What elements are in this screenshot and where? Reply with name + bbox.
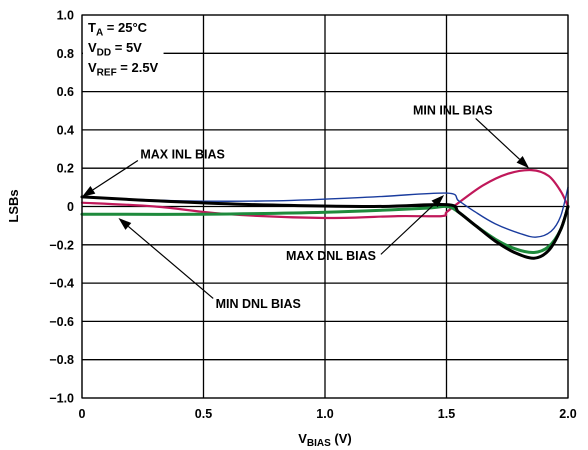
annotations: MIN INL BIAS MAX INL BIAS MAX DNL BIAS MIN … bbox=[82, 104, 530, 311]
arrowhead bbox=[118, 217, 132, 230]
y-tick-label: 0 bbox=[67, 200, 74, 214]
annotation-leader bbox=[475, 117, 521, 160]
plot-frame bbox=[81, 14, 569, 399]
y-tick-label: 0.6 bbox=[57, 85, 74, 99]
y-tick-label: 1.0 bbox=[57, 9, 74, 23]
y-tick-label: 0.8 bbox=[57, 47, 74, 61]
conditions-box bbox=[83, 16, 164, 82]
y-tick-label: −1.0 bbox=[49, 392, 74, 406]
x-tick-label: 1.5 bbox=[438, 407, 455, 421]
x-tick-labels: 0 0.5 1.0 1.5 2.0 bbox=[79, 407, 577, 421]
series-line-max-dnl-bias bbox=[81, 186, 569, 238]
y-tick-label: −0.2 bbox=[49, 238, 74, 252]
series-group bbox=[80, 168, 570, 260]
condition-line: VREF = 2.5V bbox=[88, 60, 159, 79]
annotation-min-inl-bias: MIN INL BIAS bbox=[413, 104, 493, 118]
arrowhead bbox=[82, 186, 96, 197]
y-axis-label: LSBs bbox=[6, 189, 21, 222]
annotation-leader bbox=[127, 225, 214, 299]
x-tick-label: 2.0 bbox=[559, 407, 576, 421]
y-tick-label: 0.2 bbox=[57, 162, 74, 176]
y-tick-label: −0.6 bbox=[49, 315, 74, 329]
x-tick-label: 0 bbox=[79, 407, 86, 421]
annotation-max-dnl-bias: MAX DNL BIAS bbox=[286, 249, 376, 263]
annotation-leader bbox=[92, 160, 139, 191]
condition-line: VDD = 5V bbox=[88, 40, 142, 59]
x-tick-label: 0.5 bbox=[195, 407, 212, 421]
x-axis-label: VBIAS (V) bbox=[298, 431, 352, 449]
series-line-max-inl-bias bbox=[80, 195, 570, 260]
y-tick-label: −0.8 bbox=[49, 353, 74, 367]
y-tick-label: 0.4 bbox=[57, 123, 74, 137]
arrowhead bbox=[431, 195, 445, 208]
y-tick-label: −0.4 bbox=[49, 277, 74, 291]
annotation-max-inl-bias: MAX INL BIAS bbox=[140, 148, 225, 162]
x-tick-label: 1.0 bbox=[316, 407, 333, 421]
arrowhead bbox=[516, 156, 530, 169]
annotation-leader bbox=[380, 203, 436, 255]
condition-line: TA = 25°C bbox=[88, 20, 148, 39]
annotation-min-dnl-bias: MIN DNL BIAS bbox=[216, 297, 301, 311]
y-tick-labels: 1.0 0.8 0.6 0.4 0.2 0 −0.2 −0.4 −0.6 −0.8 −1.0 bbox=[49, 9, 74, 406]
